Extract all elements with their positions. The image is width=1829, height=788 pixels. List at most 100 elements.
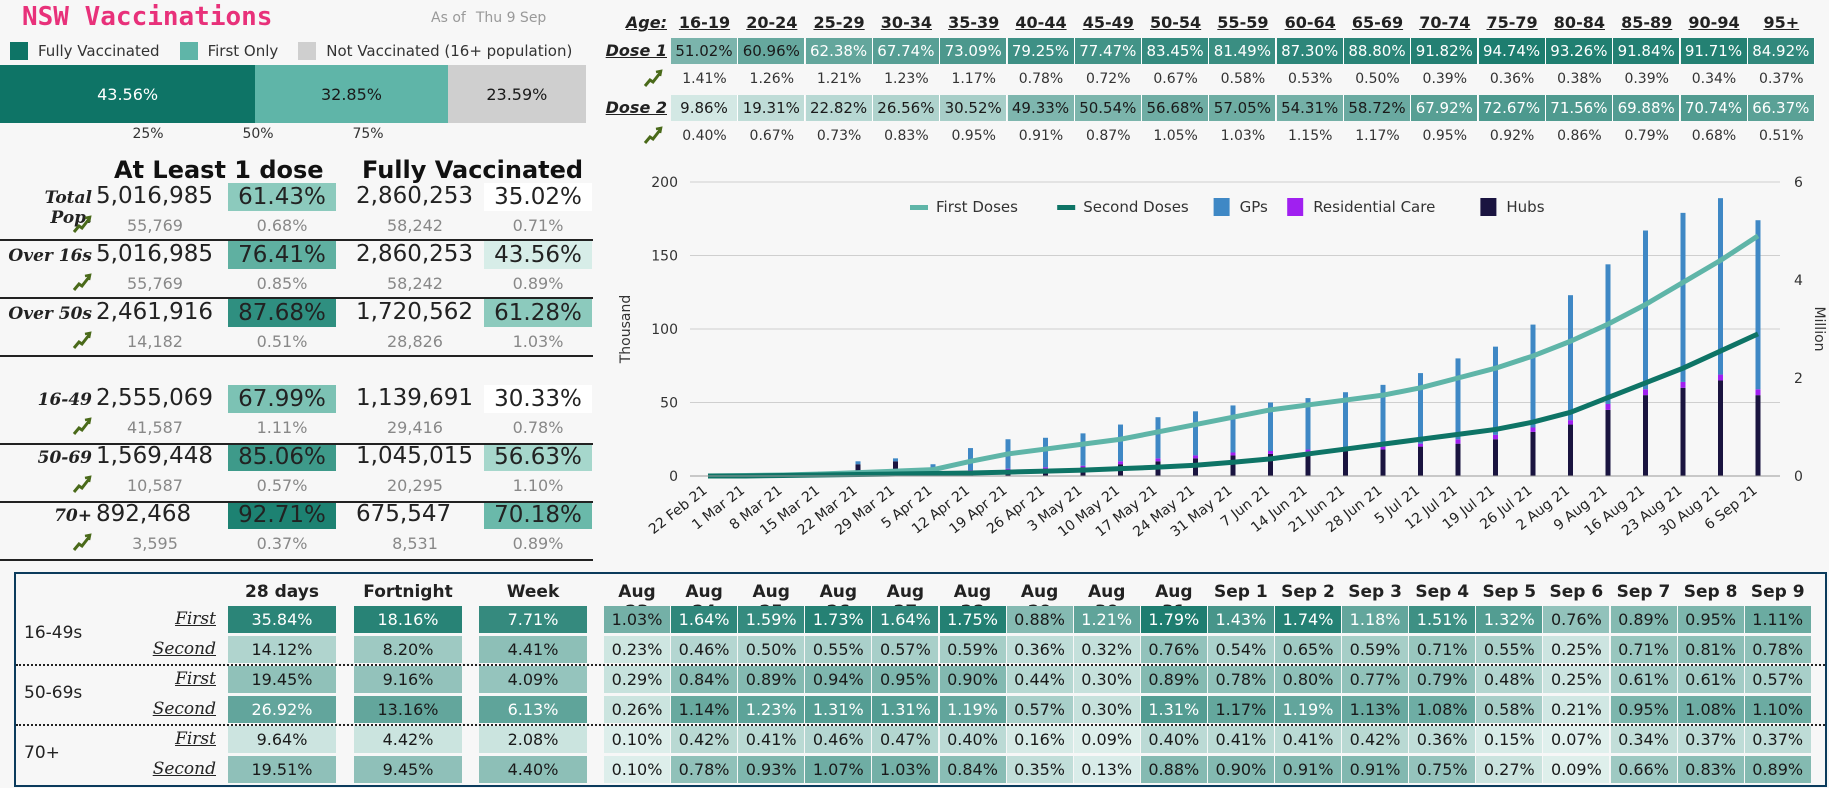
- progress-tick: 25%: [132, 126, 164, 142]
- daily-rate-cell: 18.16%: [354, 606, 462, 633]
- daily-rate-cell: 0.61%: [1610, 666, 1677, 693]
- daily-rate-cell: 0.91%: [1275, 756, 1341, 783]
- change-cell: 0.39%: [1422, 71, 1468, 87]
- dose-coverage-row: Dose 1 51.02% 60.96% 62.38% 67.74% 73.09% 79.2…: [603, 38, 1829, 64]
- daily-rate-cell: 0.95%: [872, 666, 939, 693]
- legend-line-swatch: [910, 205, 928, 210]
- daily-column-header: Aug 23: [618, 582, 656, 622]
- age-group-header: 20-24: [746, 13, 798, 32]
- full-dose-change-count: 58,242: [387, 216, 443, 235]
- daily-rate-cell: 0.09%: [1543, 756, 1610, 783]
- trend-up-icon: [72, 474, 92, 498]
- bar-gps: [1418, 373, 1423, 444]
- daily-column-header: Aug 29: [1020, 582, 1059, 622]
- change-cell: 0.95%: [1422, 128, 1468, 144]
- y-tick-label: 50: [660, 396, 678, 412]
- daily-rate-cell: 0.89%: [1610, 606, 1677, 633]
- coverage-cell: 54.31%: [1276, 95, 1344, 121]
- daily-column-header: Sep 3: [1348, 582, 1402, 602]
- daily-rate-cell: 0.09%: [1073, 726, 1140, 753]
- change-cell: 0.40%: [682, 128, 727, 144]
- progress-segment: 23.59%: [447, 65, 586, 123]
- daily-column-header: Sep 8: [1683, 582, 1738, 602]
- full-dose-change-percent: 0.89%: [512, 534, 564, 553]
- change-cell: 0.91%: [1018, 128, 1064, 144]
- first-dose-change-count: 10,587: [127, 476, 183, 495]
- bar-hubs: [1530, 431, 1536, 476]
- daily-rate-cell: 0.75%: [1409, 756, 1476, 783]
- daily-rate-cell: 1.79%: [1140, 606, 1207, 633]
- chart-legend-item: First Doses: [910, 198, 1018, 216]
- daily-rate-cell: 4.42%: [354, 726, 462, 753]
- bar-gps: [1305, 398, 1311, 450]
- legend-label: First Only: [207, 42, 279, 60]
- daily-rate-cell: 0.23%: [604, 636, 670, 663]
- first-dose-percent: 92.71%: [228, 501, 336, 529]
- bar-hubs: [1418, 446, 1423, 476]
- bar-residential-care: [1643, 389, 1648, 396]
- daily-rate-cell: 0.47%: [872, 726, 939, 753]
- change-cell: 0.68%: [1691, 128, 1737, 144]
- group-divider: [16, 724, 1825, 726]
- daily-column-header: Sep 2: [1281, 582, 1335, 602]
- coverage-cell: 93.26%: [1545, 38, 1613, 64]
- bar-hubs: [1643, 395, 1648, 476]
- change-cell: 1.41%: [682, 71, 727, 87]
- daily-rate-cell: 9.16%: [354, 666, 462, 693]
- daily-rate-cell: 0.78%: [1744, 636, 1811, 663]
- bar-residential-care: [1380, 446, 1386, 450]
- progress-segment: 32.85%: [255, 65, 448, 123]
- first-dose-percent: 76.41%: [228, 241, 336, 269]
- first-dose-change-count: 14,182: [127, 332, 183, 351]
- full-dose-change-percent: 0.71%: [512, 216, 564, 235]
- daily-rate-cell: 13.16%: [354, 696, 462, 723]
- daily-rate-cell: 1.10%: [1744, 696, 1811, 723]
- bar-residential-care: [1530, 427, 1536, 432]
- y-tick-label: 100: [651, 322, 678, 338]
- daily-rate-cell: 0.71%: [1409, 636, 1476, 663]
- coverage-cell: 79.25%: [1007, 38, 1075, 64]
- trend-up-icon: [72, 330, 92, 354]
- daily-rate-cell: 1.73%: [805, 606, 872, 633]
- coverage-cell: 72.67%: [1478, 95, 1546, 121]
- coverage-cell: 50.54%: [1074, 95, 1142, 121]
- daily-rate-cell: 0.54%: [1207, 636, 1274, 663]
- chart-legend-item: Second Doses: [1057, 198, 1189, 216]
- age-group-header: 16-19: [678, 13, 731, 32]
- bar-gps: [1493, 346, 1498, 435]
- daily-rate-cell: 0.76%: [1543, 606, 1610, 633]
- bar-residential-care: [1493, 434, 1498, 440]
- dose-row-label: Dose 2: [605, 98, 667, 117]
- bar-gps: [1718, 198, 1723, 375]
- legend-swatch: [179, 42, 198, 60]
- change-cell: 0.36%: [1489, 71, 1535, 87]
- legend-box-swatch: [1480, 198, 1497, 216]
- change-cell: 0.34%: [1691, 71, 1737, 87]
- daily-rate-cell: 1.74%: [1275, 606, 1341, 633]
- change-cell: 0.79%: [1624, 128, 1669, 144]
- full-dose-percent: 70.18%: [484, 501, 592, 529]
- legend-not-vaccinated: Not Vaccinated (16+ population): [298, 42, 572, 60]
- summary-change-row: 41,587 1.11% 29,416 0.78%: [0, 417, 593, 440]
- legend-box-swatch: [1213, 198, 1230, 216]
- trend-up-icon: [72, 532, 92, 556]
- daily-rate-cell: 0.10%: [604, 756, 670, 783]
- daily-rate-cell: 19.51%: [228, 756, 336, 783]
- y2-tick-label: 4: [1794, 273, 1803, 289]
- change-cell: 1.15%: [1287, 128, 1333, 144]
- daily-rate-cell: 0.81%: [1677, 636, 1744, 663]
- coverage-cell: 58.72%: [1344, 95, 1411, 121]
- daily-rate-cell: 0.89%: [1744, 756, 1811, 783]
- full-dose-change-count: 8,531: [392, 534, 438, 553]
- first-dose-count: 5,016,985: [96, 241, 214, 267]
- daily-rate-cell: 0.83%: [1677, 756, 1744, 783]
- coverage-cell: 71.56%: [1545, 95, 1613, 121]
- daily-rate-cell: 7.71%: [479, 606, 587, 633]
- coverage-cell: 67.74%: [872, 38, 940, 64]
- daily-rate-cell: 0.13%: [1073, 756, 1140, 783]
- daily-rate-cell: 0.59%: [1342, 636, 1409, 663]
- age-group-header: 40-44: [1015, 13, 1067, 32]
- daily-rate-cell: 0.61%: [1677, 666, 1744, 693]
- trend-up-icon: [643, 68, 663, 92]
- daily-rate-cell: 0.90%: [939, 666, 1006, 693]
